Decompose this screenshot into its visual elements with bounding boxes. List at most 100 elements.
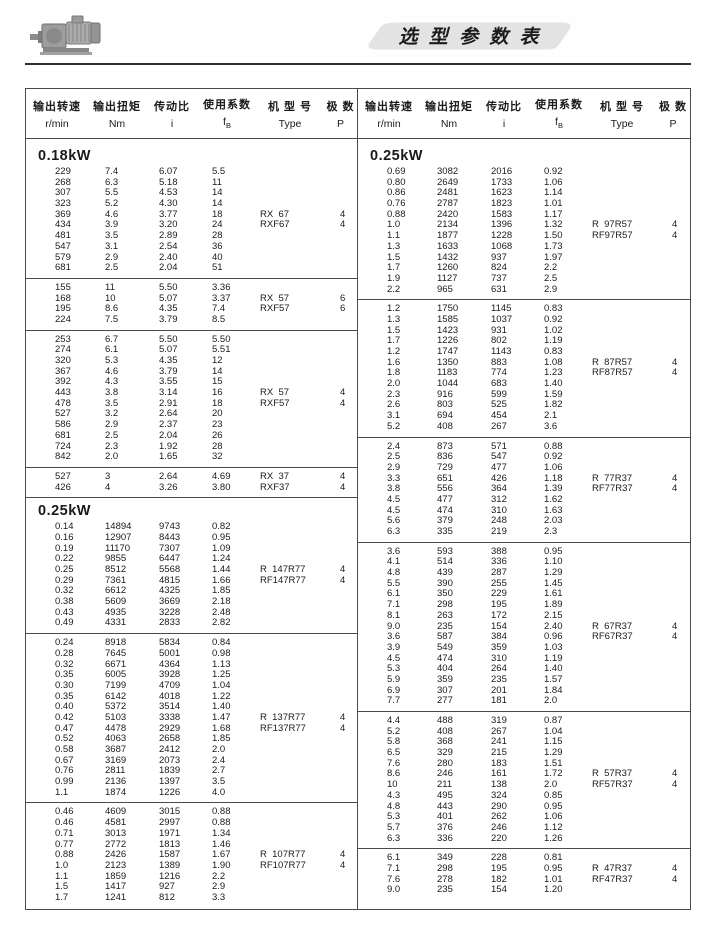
cell-service-factor: 0.95: [544, 545, 563, 557]
table-row: 579 2.9 2.40 40: [26, 252, 357, 264]
cell-torque: 9855: [105, 553, 127, 565]
cell-service-factor: 0.95: [544, 800, 563, 812]
cell-torque: 359: [437, 673, 453, 685]
cell-service-factor: 2.3: [544, 526, 558, 537]
table-body-right: 0.25kW 0.69 3082 2016 0.92 0.80 2649 1733 1.06 0.…: [358, 139, 690, 901]
cell-ratio: 1389: [159, 859, 181, 871]
cell-torque: 246: [437, 768, 453, 780]
cell-type: [260, 335, 332, 346]
cell-speed: 0.99: [55, 776, 74, 788]
cell-speed: 0.32: [55, 585, 74, 597]
cell-speed: 0.25: [55, 564, 74, 575]
table-row: 842 2.0 1.65 32: [26, 451, 357, 463]
table-row: 1.2 1747 1143 0.83: [358, 346, 690, 358]
cell-speed: 5.7: [387, 821, 401, 833]
cell-ratio: 631: [491, 283, 507, 295]
table-row: 4.5 474 310 1.19: [358, 653, 690, 665]
cell-ratio: 183: [491, 757, 507, 769]
cell-ratio: 927: [159, 881, 175, 893]
cell-poles: [664, 557, 690, 568]
cell-speed: 0.71: [55, 827, 74, 839]
cell-speed: 3.3: [387, 472, 401, 484]
cell-poles: 4: [340, 219, 346, 231]
cell-service-factor: 3.3: [212, 891, 226, 903]
cell-service-factor: 28: [212, 230, 223, 242]
banner-shape-icon: [368, 22, 571, 50]
cell-poles: [332, 178, 357, 189]
cell-ratio: 290: [491, 800, 507, 812]
cell-service-factor: 1.57: [544, 673, 563, 685]
cell-type: [260, 649, 332, 660]
cell-service-factor: 0.84: [212, 637, 231, 649]
cell-ratio: 2.64: [159, 470, 178, 482]
cell-type: [592, 568, 664, 579]
cell-type: [260, 829, 332, 840]
cell-ratio: 181: [491, 695, 507, 707]
cell-torque: 7645: [105, 647, 127, 659]
cell-ratio: 9743: [159, 521, 181, 533]
cell-ratio: 599: [491, 388, 507, 400]
table-row: 6.9 307 201 1.84: [358, 685, 690, 697]
cell-type: [260, 544, 332, 555]
cell-type: R 47R37: [592, 862, 633, 874]
cell-ratio: 3338: [159, 711, 181, 723]
cell-service-factor: 14: [212, 187, 223, 199]
cell-speed: 0.49: [55, 617, 74, 629]
table-row: 5.9 359 235 1.57: [358, 673, 690, 686]
cell-speed: 5.3: [387, 663, 401, 675]
gearmotor-photo-icon: [28, 10, 108, 62]
cell-torque: 2.5: [105, 262, 119, 274]
cell-speed: 3.1: [387, 410, 401, 422]
cell-type: RF87R57: [592, 367, 633, 379]
cell-type: [592, 336, 664, 347]
cell-poles: [664, 547, 690, 558]
cell-ratio: 477: [491, 461, 507, 473]
cell-poles: 4: [672, 230, 678, 242]
cell-ratio: 2833: [159, 617, 181, 629]
cell-service-factor: 1.04: [544, 725, 563, 737]
cell-torque: 7361: [105, 574, 127, 586]
section-divider: [358, 299, 690, 301]
cell-type: [260, 315, 332, 326]
cell-poles: [332, 315, 357, 326]
cell-torque: 5372: [105, 701, 127, 713]
table-row: 195 8.6 4.35 7.4 RXF57 6: [26, 304, 357, 315]
cell-speed: 268: [55, 176, 71, 188]
title-banner: 选 型 参 数 表: [366, 21, 574, 51]
cell-poles: 4: [672, 631, 678, 643]
cell-type: [260, 167, 332, 178]
table-row: 724 2.3 1.92 28: [26, 441, 357, 453]
cell-torque: 477: [437, 493, 453, 505]
cell-poles: [664, 452, 690, 463]
cell-type: [592, 834, 664, 845]
table-row: 6.3 336 220 1.26: [358, 833, 690, 845]
power-rating-label: 0.18kW: [38, 148, 91, 164]
section-divider: [358, 848, 690, 850]
cell-type: [260, 367, 332, 378]
cell-type: [592, 242, 664, 253]
cell-type: [260, 893, 332, 904]
cell-torque: 1750: [437, 303, 459, 315]
table-row: 0.76 2811 1839 2.7: [26, 766, 357, 777]
cell-poles: [332, 597, 357, 608]
cell-speed: 2.9: [387, 461, 401, 473]
cell-torque: 2.5: [105, 429, 119, 441]
cell-type: [592, 527, 664, 538]
cell-speed: 9.0: [387, 620, 401, 632]
cell-type: [260, 882, 332, 893]
cell-torque: 11: [105, 281, 115, 293]
cell-speed: 481: [55, 230, 71, 242]
cell-type: [592, 390, 664, 401]
cell-speed: 369: [55, 208, 71, 220]
cell-service-factor: 11: [212, 176, 222, 188]
cell-service-factor: 1.01: [544, 873, 563, 885]
cell-speed: 0.76: [387, 198, 406, 210]
cell-poles: [332, 533, 357, 544]
cell-ratio: 2.91: [159, 397, 178, 409]
cell-service-factor: 1.20: [544, 884, 563, 896]
cell-poles: [332, 882, 357, 893]
table-row: 2.0 1044 683 1.40: [358, 378, 690, 390]
table-row: 307 5.5 4.53 14: [26, 188, 357, 199]
table-row: 5.3 404 264 1.40: [358, 664, 690, 675]
cell-ratio: 6447: [159, 553, 181, 565]
